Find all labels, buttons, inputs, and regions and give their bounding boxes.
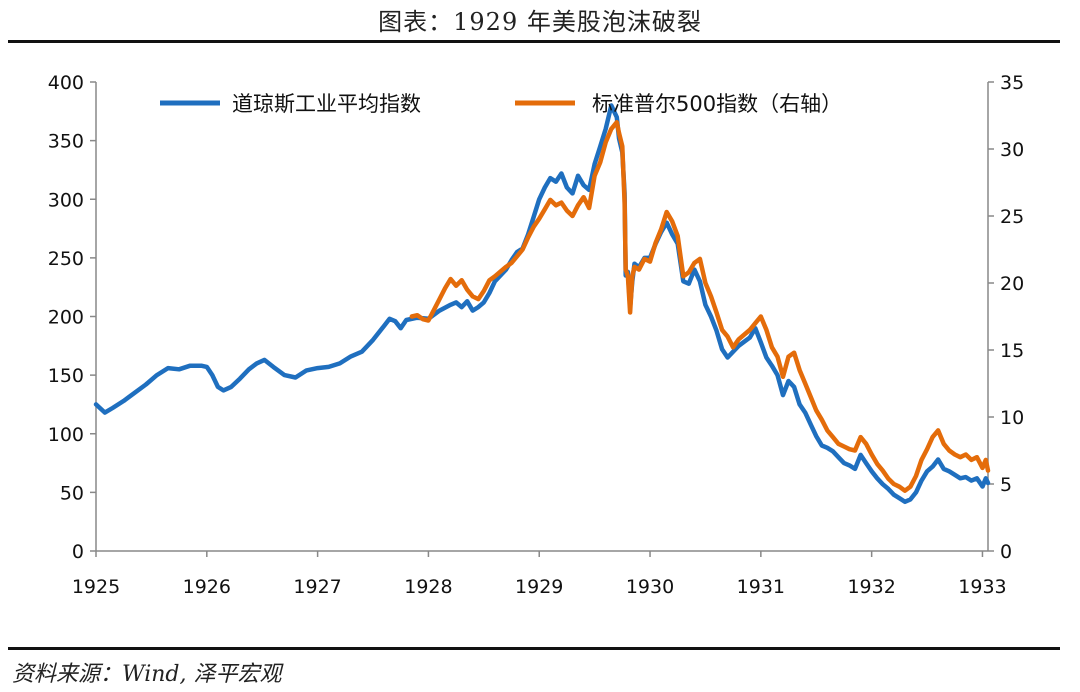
x-tick-label: 1928 [404, 576, 452, 598]
x-tick-label: 1929 [515, 576, 563, 598]
y-right-tick-label: 20 [1000, 273, 1024, 295]
axes-group: 0 50 100 150 200 250 300 350 400 0 5 10 15 20 25 30 35 19… [48, 72, 1024, 598]
series-line-sp500 [409, 119, 991, 493]
y-left-tick-label: 200 [48, 307, 84, 329]
y-left-tick-label: 250 [48, 248, 84, 270]
x-tick-label: 1927 [293, 576, 341, 598]
y-left-tick-label: 400 [48, 72, 84, 94]
x-tick-label: 1926 [183, 576, 231, 598]
y-right-tick-label: 0 [1000, 541, 1012, 563]
y-right-tick-label: 10 [1000, 407, 1024, 429]
y-right-tick-label: 15 [1000, 340, 1024, 362]
y-right-tick-label: 25 [1000, 206, 1024, 228]
bottom-rule [8, 647, 1060, 650]
y-left-tick-label: 0 [72, 541, 84, 563]
source-note: 资料来源：Wind, 泽平宏观 [12, 662, 282, 687]
y-right-tick-label: 35 [1000, 72, 1024, 94]
x-tick-label: 1930 [626, 576, 674, 598]
top-rule [8, 40, 1060, 43]
x-tick-label: 1925 [72, 576, 120, 598]
legend-group: 道琼斯工业平均指数 标准普尔500指数（右轴） [160, 92, 842, 116]
chart-title: 图表：1929 年美股泡沫破裂 [378, 8, 702, 36]
y-right-tick-label: 30 [1000, 139, 1024, 161]
y-right-tick-label: 5 [1000, 474, 1012, 496]
x-tick-label: 1932 [847, 576, 895, 598]
y-left-tick-label: 300 [48, 189, 84, 211]
x-tick-label: 1931 [737, 576, 785, 598]
x-tick-label: 1933 [958, 576, 1006, 598]
series-lines-group [93, 103, 991, 505]
series-line-dow-jones [93, 103, 991, 505]
y-left-tick-label: 150 [48, 365, 84, 387]
y-left-tick-label: 50 [60, 482, 84, 504]
legend-label: 标准普尔500指数（右轴） [592, 92, 842, 116]
y-left-tick-label: 350 [48, 131, 84, 153]
legend-label: 道琼斯工业平均指数 [232, 92, 421, 116]
y-left-tick-label: 100 [48, 424, 84, 446]
